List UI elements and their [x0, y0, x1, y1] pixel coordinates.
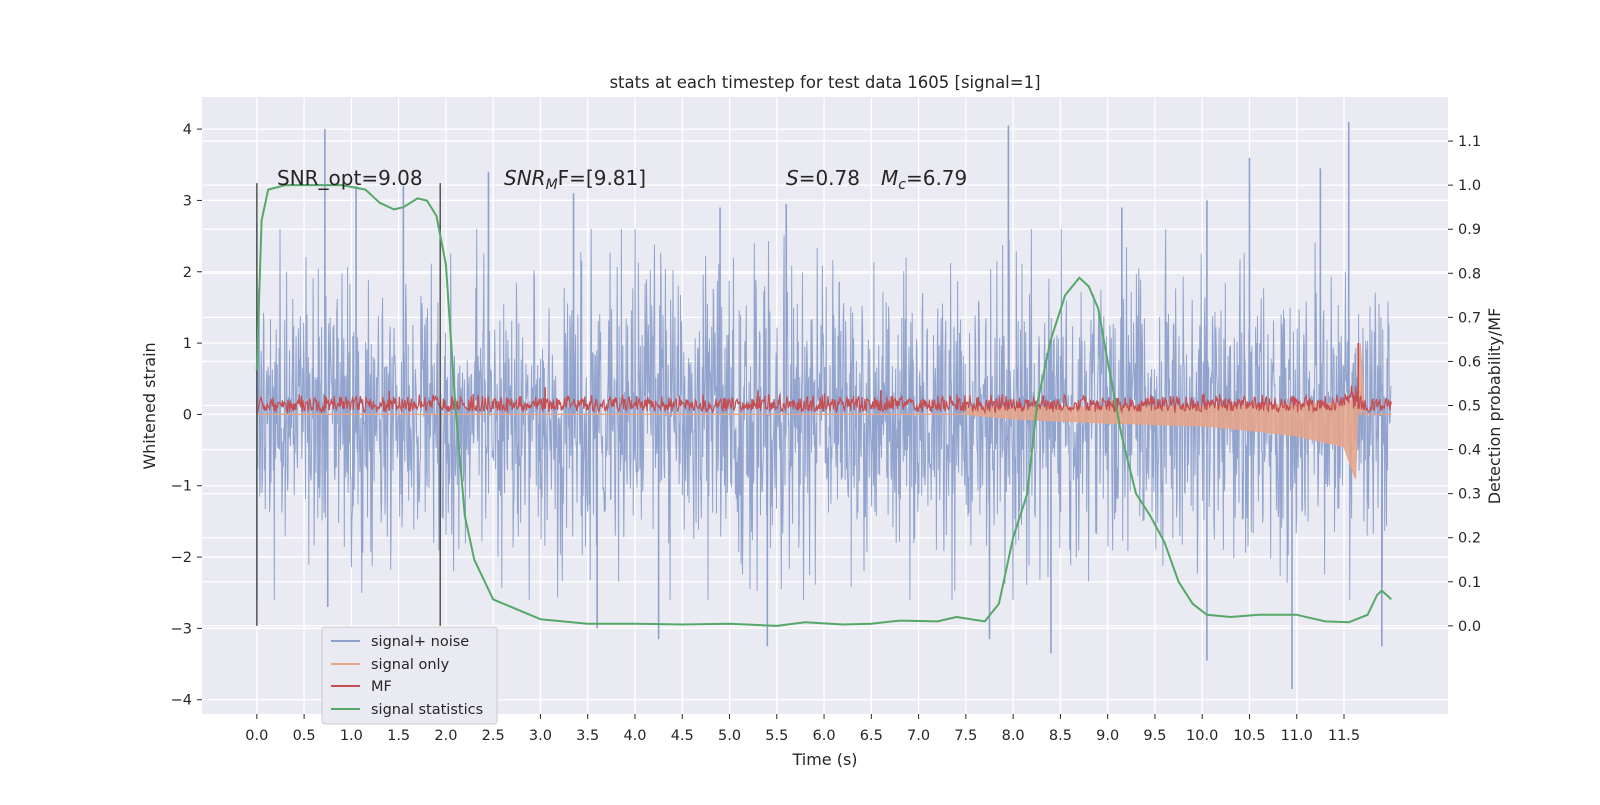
y2-tick-label: 0.9 [1458, 222, 1481, 238]
chart-title: stats at each timestep for test data 160… [609, 73, 1040, 92]
x-tick-label: 11.0 [1281, 728, 1313, 744]
legend-label-signal-only: signal only [371, 657, 450, 673]
vertical-markers [256, 183, 441, 626]
y2-tick-label: 0.4 [1458, 443, 1481, 459]
y2-tick-label: 0.5 [1458, 399, 1481, 415]
y2-tick-label: 0.0 [1458, 619, 1481, 635]
x-tick-label: 6.0 [813, 728, 836, 744]
y2-tick-label: 0.3 [1458, 487, 1481, 503]
series-mf [256, 343, 1392, 415]
x-tick-label: 5.0 [718, 728, 741, 744]
y2-axis-label: Detection probability/MF [1485, 308, 1504, 505]
y2-tick-label: 0.6 [1458, 354, 1481, 370]
y-axis-ticks: 4 3 2 1 0 −1 −2 −3 −4 [171, 122, 202, 709]
x-tick-label: 9.5 [1143, 728, 1166, 744]
x-tick-label: 2.5 [482, 728, 505, 744]
signal-statistics-line [255, 184, 1392, 627]
y-tick-label: 4 [183, 122, 192, 138]
annotation-mc: Mc=6.79 [881, 166, 967, 193]
x-tick-label: 0.0 [245, 728, 268, 744]
x-tick-label: 7.0 [907, 728, 930, 744]
y-tick-label: 3 [183, 193, 192, 209]
annotation-s: S=0.78 [786, 166, 860, 190]
series-signal-only [256, 343, 1392, 479]
x-tick-label: 3.0 [529, 728, 552, 744]
y2-tick-label: 0.8 [1458, 266, 1481, 282]
mf-trace [256, 385, 1392, 415]
y-tick-label: 2 [183, 265, 192, 281]
y-tick-label: −1 [171, 479, 192, 495]
legend-box [321, 626, 498, 725]
x-tick-label: 5.5 [765, 728, 788, 744]
x-tick-label: 8.5 [1049, 728, 1072, 744]
y-tick-label: 1 [183, 336, 192, 352]
signal-only-envelope [965, 354, 1365, 476]
x-tick-label: 1.0 [340, 728, 363, 744]
y2-tick-label: 1.0 [1458, 178, 1481, 194]
y2-tick-label: 1.1 [1458, 134, 1481, 150]
x-tick-label: 10.0 [1186, 728, 1218, 744]
x-axis-ticks: 0.0 0.5 1.0 1.5 2.0 2.5 3.0 3.5 4.0 4.5 5.0 5.5 6.0 6… [245, 714, 1360, 744]
legend-label-mf: MF [371, 679, 392, 695]
y-tick-label: −2 [171, 550, 192, 566]
y2-tick-label: 0.2 [1458, 531, 1481, 547]
y2-axis-ticks: 1.1 1.0 0.9 0.8 0.7 0.6 0.5 0.4 0.3 0.2 0.1 0.0 [1448, 134, 1481, 635]
annotation-snr-mf: SNRMF=[9.81] [504, 166, 646, 193]
legend-label-signal-statistics: signal statistics [371, 702, 483, 718]
signal-noise-trace [256, 228, 1392, 600]
x-tick-label: 10.5 [1233, 728, 1265, 744]
signal-only-trace [256, 343, 1392, 479]
x-tick-label: 11.5 [1328, 728, 1360, 744]
x-axis-label: Time (s) [791, 750, 857, 769]
x-tick-label: 0.5 [293, 728, 316, 744]
y-tick-label: 0 [183, 407, 192, 423]
x-tick-label: 6.5 [860, 728, 883, 744]
series-signal-statistics [255, 184, 1392, 627]
y2-tick-label: 0.7 [1458, 310, 1481, 326]
x-tick-label: 8.0 [1002, 728, 1025, 744]
x-tick-label: 4.0 [623, 728, 646, 744]
x-tick-label: 9.0 [1096, 728, 1119, 744]
y2-tick-label: 0.1 [1458, 575, 1481, 591]
annotation-snr-opt: SNR_opt=9.08 [277, 166, 423, 190]
x-tick-label: 4.5 [671, 728, 694, 744]
y-tick-label: −3 [171, 621, 192, 637]
x-tick-label: 2.0 [434, 728, 457, 744]
y-tick-label: −4 [171, 693, 192, 709]
series-signal-noise [256, 121, 1392, 690]
legend-label-signal-noise: signal+ noise [371, 634, 469, 650]
x-tick-label: 3.5 [576, 728, 599, 744]
legend: signal+ noise signal only MF signal stat… [321, 626, 498, 725]
x-tick-label: 1.5 [387, 728, 410, 744]
x-tick-label: 7.5 [954, 728, 977, 744]
y-axis-label: Whitened strain [140, 342, 159, 469]
